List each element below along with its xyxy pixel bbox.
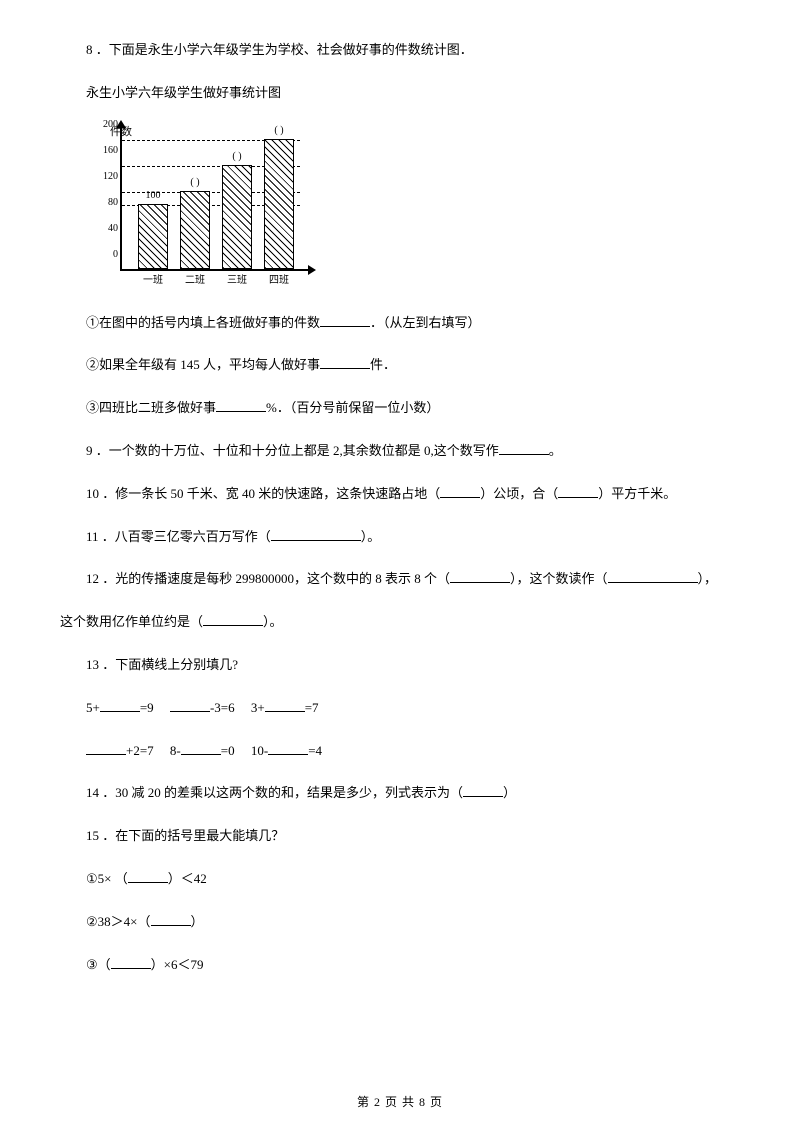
q10: 10 ．修一条长 50 千米、宽 40 米的快速路，这条快速路占地（ ）公顷，合（…: [60, 484, 760, 505]
text: 10-: [251, 743, 268, 758]
blank[interactable]: [558, 497, 598, 498]
bar: [222, 165, 252, 269]
text: ②38＞4×（: [86, 914, 151, 929]
text: 9 ．一个数的十万位、十位和十分位上都是 2,其余数位都是 0,这个数写作: [86, 443, 499, 458]
q11: 11 ．八百零三亿零六百万写作（ ）。: [60, 527, 760, 548]
y-tick: 120: [90, 169, 118, 185]
text: =0: [221, 743, 235, 758]
text: =9: [140, 700, 154, 715]
text: ③四班比二班多做好事: [86, 400, 216, 415]
blank[interactable]: [216, 411, 266, 412]
text: ）: [191, 914, 204, 929]
x-label: 三班: [222, 273, 252, 289]
text: ）: [503, 785, 516, 800]
page-current: 2: [374, 1095, 381, 1109]
text: ①在图中的括号内填上各班做好事的件数: [86, 315, 320, 330]
text: 10 ．修一条长 50 千米、宽 40 米的快速路，这条快速路占地（: [86, 486, 440, 501]
text: =7: [305, 700, 319, 715]
text: ．（从左到右填写）: [370, 315, 481, 330]
q12-l2: 这个数用亿作单位约是（ ）。: [60, 612, 760, 633]
text: ②如果全年级有 145 人，平均每人做好事: [86, 357, 320, 372]
text: -3=6: [210, 700, 235, 715]
q13-row2: +2=7 8- =0 10- =4: [60, 741, 760, 762]
text: ）。: [263, 614, 283, 629]
text: 。: [549, 443, 562, 458]
bar-chart: 件数04080120160200100一班( )二班( )三班( )四班: [90, 126, 310, 291]
text: ）公顷，合（: [480, 486, 558, 501]
q15-l1: ①5× （ ）＜42: [60, 869, 760, 890]
text: 页: [426, 1095, 443, 1109]
blank[interactable]: [128, 882, 168, 883]
text: 8-: [170, 743, 181, 758]
text: 件．: [370, 357, 396, 372]
q14: 14 ．30 减 20 的差乘以这两个数的和，结果是多少，列式表示为（ ）: [60, 783, 760, 804]
text: 11 ．八百零三亿零六百万写作（: [86, 529, 271, 544]
blank[interactable]: [100, 711, 140, 712]
text: 14 ．30 减 20 的差乘以这两个数的和，结果是多少，列式表示为（: [86, 785, 463, 800]
bar: [264, 139, 294, 269]
y-tick: 160: [90, 143, 118, 159]
text: ①5× （: [86, 871, 128, 886]
q8-sub1: ①在图中的括号内填上各班做好事的件数 ．（从左到右填写）: [60, 313, 760, 334]
q12-l1: 12 ．光的传播速度是每秒 299800000，这个数中的 8 表示 8 个（ ）…: [60, 569, 760, 590]
x-label: 四班: [264, 273, 294, 289]
blank[interactable]: [111, 968, 151, 969]
text: 第: [357, 1095, 374, 1109]
blank[interactable]: [86, 754, 126, 755]
text: ），: [698, 571, 718, 586]
y-tick: 40: [90, 221, 118, 237]
text: 12 ．光的传播速度是每秒 299800000，这个数中的 8 表示 8 个（: [86, 571, 450, 586]
blank[interactable]: [181, 754, 221, 755]
blank[interactable]: [320, 368, 370, 369]
blank[interactable]: [151, 925, 191, 926]
text: +2=7: [126, 743, 154, 758]
blank[interactable]: [440, 497, 480, 498]
q15-l3: ③（ ）×6＜79: [60, 955, 760, 976]
blank[interactable]: [463, 796, 503, 797]
q8-intro: 8 ．下面是永生小学六年级学生为学校、社会做好事的件数统计图．: [60, 40, 760, 61]
q13-row1: 5+ =9 -3=6 3+ =7: [60, 698, 760, 719]
text: ）＜42: [168, 871, 207, 886]
bar: [138, 204, 168, 269]
blank[interactable]: [320, 326, 370, 327]
bar-top-label: ( ): [259, 123, 299, 139]
text: ）×6＜79: [151, 957, 204, 972]
text: ），这个数读作（: [510, 571, 608, 586]
x-label: 二班: [180, 273, 210, 289]
text: 页 共: [381, 1095, 419, 1109]
blank[interactable]: [268, 754, 308, 755]
y-tick: 200: [90, 117, 118, 133]
blank[interactable]: [499, 454, 549, 455]
blank[interactable]: [450, 582, 510, 583]
blank[interactable]: [271, 540, 361, 541]
y-tick: 0: [90, 247, 118, 263]
blank[interactable]: [203, 625, 263, 626]
bar-top-label: 100: [133, 188, 173, 204]
x-label: 一班: [138, 273, 168, 289]
q9: 9 ．一个数的十万位、十位和十分位上都是 2,其余数位都是 0,这个数写作 。: [60, 441, 760, 462]
bar-top-label: ( ): [175, 175, 215, 191]
text: ③（: [86, 957, 111, 972]
page-total: 8: [419, 1095, 426, 1109]
bar: [180, 191, 210, 269]
blank[interactable]: [170, 711, 210, 712]
q13-title: 13 ．下面横线上分别填几?: [60, 655, 760, 676]
text: 3+: [251, 700, 265, 715]
blank[interactable]: [608, 582, 698, 583]
text: %．（百分号前保留一位小数）: [266, 400, 439, 415]
text: ）。: [361, 529, 381, 544]
text: 5+: [86, 700, 100, 715]
blank[interactable]: [265, 711, 305, 712]
q15-title: 15 ．在下面的括号里最大能填几？: [60, 826, 760, 847]
text: 这个数用亿作单位约是（: [60, 614, 203, 629]
bar-top-label: ( ): [217, 149, 257, 165]
y-tick: 80: [90, 195, 118, 211]
q8-sub3: ③四班比二班多做好事 %．（百分号前保留一位小数）: [60, 398, 760, 419]
page-footer: 第 2 页 共 8 页: [0, 1093, 800, 1112]
text: =4: [308, 743, 322, 758]
q15-l2: ②38＞4×（ ）: [60, 912, 760, 933]
q8-sub2: ②如果全年级有 145 人，平均每人做好事 件．: [60, 355, 760, 376]
text: ）平方千米。: [598, 486, 676, 501]
q8-subtitle: 永生小学六年级学生做好事统计图: [60, 83, 760, 104]
